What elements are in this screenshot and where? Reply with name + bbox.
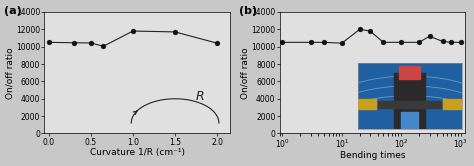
X-axis label: Curvature 1/R (cm⁻¹): Curvature 1/R (cm⁻¹): [90, 148, 184, 157]
Text: (b): (b): [239, 6, 257, 16]
Text: (a): (a): [3, 6, 21, 16]
Y-axis label: On/off ratio: On/off ratio: [6, 47, 15, 99]
Text: R: R: [196, 90, 205, 103]
Y-axis label: On/off ratio: On/off ratio: [241, 47, 250, 99]
X-axis label: Bending times: Bending times: [340, 151, 405, 161]
